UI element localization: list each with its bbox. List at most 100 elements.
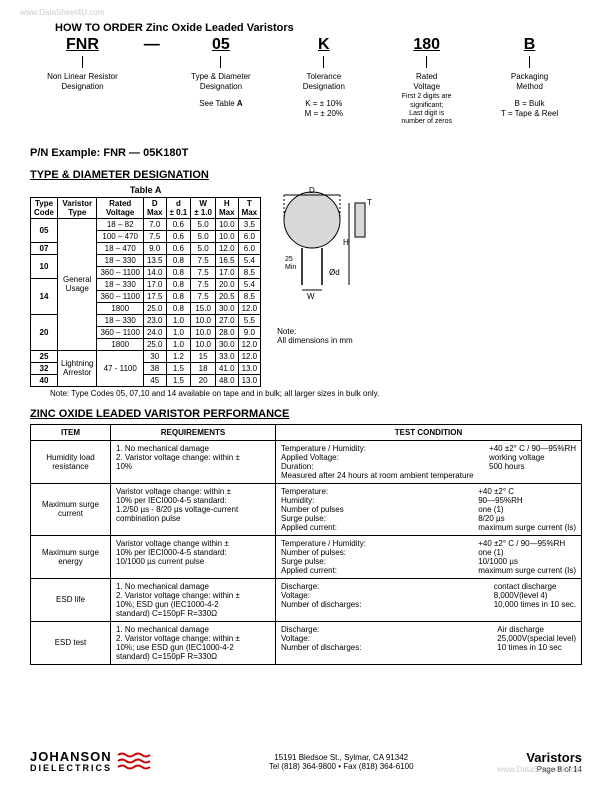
perf-item: ESD life [31, 578, 111, 621]
order-sub-180: First 2 digits are significant; Last dig… [376, 93, 477, 127]
svg-text:T: T [367, 198, 372, 207]
table-a-cell: 45 [143, 374, 166, 386]
table-a-cell: 40 [31, 374, 58, 386]
footer-doc-title: Varistors [526, 750, 582, 765]
table-a-cell: 14 [31, 278, 58, 314]
table-a-cell: 24.0 [143, 326, 166, 338]
table-a-header: D Max [143, 197, 166, 218]
footer-logo: JOHANSON DIELECTRICS [30, 751, 156, 773]
table-a-cell: 14.0 [143, 266, 166, 278]
pn-example: P/N Example: FNR — 05K180T [30, 147, 582, 159]
table-a-cell: 1.5 [166, 362, 191, 374]
table-a-cell: 23.0 [143, 314, 166, 326]
table-a-cell: 0.6 [166, 230, 191, 242]
table-a-header: Type Code [31, 197, 58, 218]
perf-requirements: 1. No mechanical damage 2. Varistor volt… [111, 440, 276, 483]
table-a-header: Rated Voltage [97, 197, 143, 218]
table-a-cell: General Usage [58, 218, 97, 350]
table-a-cell: 12.0 [238, 338, 261, 350]
table-a-cell: 1.0 [166, 314, 191, 326]
table-a-cell: 25 [31, 350, 58, 362]
table-a-cell: 13.0 [238, 362, 261, 374]
perf-header: ITEM [31, 424, 111, 440]
footer-address: 15191 Bledsoe St., Sylmar, CA 91342 Tel … [269, 753, 414, 771]
table-a-cell: 3.5 [238, 218, 261, 230]
svg-text:W: W [307, 292, 315, 301]
perf-test-condition: Discharge: Voltage: Number of discharges… [276, 578, 582, 621]
order-connector [323, 56, 324, 68]
table-a-cell: 20 [191, 374, 216, 386]
svg-text:25: 25 [285, 256, 293, 263]
order-code-fnr: FNR [32, 36, 133, 54]
table-a-cell: 18 – 82 [97, 218, 143, 230]
table-a-cell: 15.0 [191, 302, 216, 314]
order-desc-05: Type & Diameter Designation [171, 72, 272, 91]
svg-text:D: D [309, 186, 315, 195]
table-a-cell: 13.5 [143, 254, 166, 266]
table-a-cell: 360 – 1100 [97, 290, 143, 302]
table-a-cell: 18 – 330 [97, 278, 143, 290]
order-desc-180: Rated Voltage [376, 72, 477, 91]
table-a-cell: 100 – 470 [97, 230, 143, 242]
type-code-note: Note: Type Codes 05, 07,10 and 14 availa… [50, 389, 582, 398]
table-a-cell: 47 - 1100 [97, 350, 143, 386]
table-a-cell: 360 – 1100 [97, 326, 143, 338]
table-a-cell: 8.5 [238, 290, 261, 302]
table-a-cell: 16.5 [215, 254, 238, 266]
perf-item: Maximum surge energy [31, 535, 111, 578]
table-a-cell: 360 – 1100 [97, 266, 143, 278]
order-sub-05: See Table A [171, 99, 272, 109]
table-a-cell: 7.0 [143, 218, 166, 230]
svg-text:Ød: Ød [329, 268, 340, 277]
perf-item: ESD test [31, 621, 111, 664]
table-a-cell: 1.0 [166, 338, 191, 350]
order-code-b: B [479, 36, 580, 54]
perf-requirements: Varistor voltage change within ± 10% per… [111, 535, 276, 578]
table-a-cell: 13.0 [238, 374, 261, 386]
perf-header: TEST CONDITION [276, 424, 582, 440]
table-a-cell: 1.0 [166, 326, 191, 338]
table-a-cell: 1800 [97, 338, 143, 350]
table-a-cell: 1800 [97, 302, 143, 314]
table-a-cell: 7.5 [191, 266, 216, 278]
table-a-cell: 12.0 [238, 350, 261, 362]
footer-addr-line: 15191 Bledsoe St., Sylmar, CA 91342 [269, 753, 414, 762]
order-connector [529, 56, 530, 68]
table-a-cell: 0.8 [166, 290, 191, 302]
order-code-k: K [273, 36, 374, 54]
table-a-cell: 0.8 [166, 278, 191, 290]
perf-requirements: 1. No mechanical damage 2. Varistor volt… [111, 578, 276, 621]
perf-item: Maximum surge current [31, 483, 111, 535]
table-a-cell: 5.5 [238, 314, 261, 326]
table-a-header: T Max [238, 197, 261, 218]
perf-test-condition: Temperature / Humidity: Applied Voltage:… [276, 440, 582, 483]
order-connector [220, 56, 221, 68]
table-a-cell: 10.0 [191, 314, 216, 326]
table-a-cell: 9.0 [143, 242, 166, 254]
diagram-note: Note: All dimensions in mm [277, 327, 377, 345]
main-title: HOW TO ORDER Zinc Oxide Leaded Varistors [55, 22, 582, 34]
table-a-cell: 25.0 [143, 302, 166, 314]
order-connector [426, 56, 427, 68]
table-a-cell: 0.8 [166, 302, 191, 314]
table-a-cell: 30.0 [215, 302, 238, 314]
table-a-cell: 5.0 [191, 218, 216, 230]
table-a-cell: Lightning Arrestor [58, 350, 97, 386]
table-a-cell: 10.0 [215, 230, 238, 242]
perf-requirements: Varistor voltage change: within ± 10% pe… [111, 483, 276, 535]
table-a-cell: 20.0 [215, 278, 238, 290]
table-a-cell: 30.0 [215, 338, 238, 350]
table-a-cell: 8.5 [238, 266, 261, 278]
table-a-cell: 18 – 330 [97, 314, 143, 326]
table-a-cell: 27.0 [215, 314, 238, 326]
watermark-bottom-right: www.DataSheet4U.com [498, 765, 582, 774]
order-code-05: 05 [171, 36, 272, 54]
perf-test-condition: Temperature / Humidity: Number of pulses… [276, 535, 582, 578]
table-a-cell: 6.0 [238, 242, 261, 254]
table-a-cell: 05 [31, 218, 58, 242]
table-a-cell: 7.5 [191, 290, 216, 302]
table-a-header: W ± 1.0 [191, 197, 216, 218]
table-a-header: H Max [215, 197, 238, 218]
table-a-cell: 5.0 [191, 242, 216, 254]
table-a-cell: 12.0 [238, 302, 261, 314]
